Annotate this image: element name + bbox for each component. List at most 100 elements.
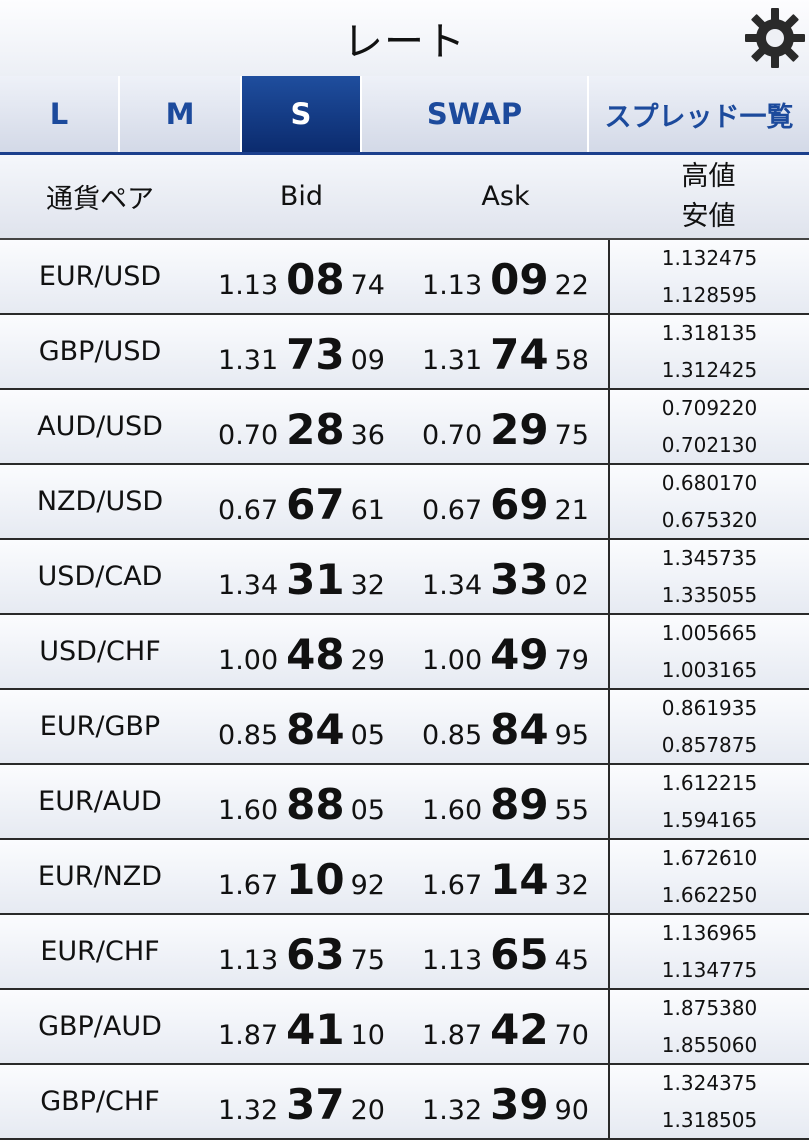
bid-price[interactable]: 1.00 48 29 [200, 615, 403, 688]
tab-m[interactable]: M [120, 76, 240, 152]
bid-price[interactable]: 1.60 88 05 [200, 765, 403, 838]
low-value: 1.855060 [661, 1032, 758, 1057]
price-suffix: 74 [350, 270, 385, 301]
ask-price-value: 0.70 29 75 [422, 399, 589, 454]
table-row[interactable]: USD/CHF 1.00 48 29 1.00 49 79 1.005665 1.003165 [0, 615, 809, 690]
low-value: 1.335055 [661, 582, 758, 607]
tab-s[interactable]: S [242, 76, 360, 152]
price-suffix: 22 [554, 270, 589, 301]
table-row[interactable]: GBP/AUD 1.87 41 10 1.87 42 70 1.875380 1.855060 [0, 990, 809, 1065]
price-prefix: 0.85 [422, 720, 483, 751]
price-pips: 31 [286, 555, 345, 604]
bid-price-value: 1.34 31 32 [218, 549, 385, 604]
price-prefix: 0.67 [422, 495, 483, 526]
price-prefix: 1.13 [422, 945, 483, 976]
high-value: 0.709220 [661, 395, 758, 420]
gear-icon[interactable] [743, 6, 807, 70]
price-pips: 65 [490, 930, 549, 979]
currency-pair: EUR/AUD [38, 786, 162, 817]
table-row[interactable]: EUR/NZD 1.67 10 92 1.67 14 32 1.672610 1.662250 [0, 840, 809, 915]
price-suffix: 05 [350, 720, 385, 751]
high-low-cell: 0.680170 0.675320 [608, 465, 809, 538]
ask-price[interactable]: 1.60 89 55 [403, 765, 608, 838]
ask-price[interactable]: 0.67 69 21 [403, 465, 608, 538]
bid-price[interactable]: 1.34 31 32 [200, 540, 403, 613]
price-suffix: 58 [554, 345, 589, 376]
bid-price-value: 1.87 41 10 [218, 999, 385, 1054]
ask-price[interactable]: 1.34 33 02 [403, 540, 608, 613]
price-prefix: 1.32 [422, 1095, 483, 1126]
high-value: 1.132475 [661, 245, 758, 270]
ask-price[interactable]: 0.70 29 75 [403, 390, 608, 463]
table-row[interactable]: NZD/USD 0.67 67 61 0.67 69 21 0.680170 0.675320 [0, 465, 809, 540]
price-prefix: 0.70 [218, 420, 279, 451]
bid-price[interactable]: 0.67 67 61 [200, 465, 403, 538]
bid-price[interactable]: 0.70 28 36 [200, 390, 403, 463]
price-prefix: 0.85 [218, 720, 279, 751]
bid-price[interactable]: 1.13 63 75 [200, 915, 403, 988]
tab-l[interactable]: L [0, 76, 118, 152]
column-bid: Bid [279, 181, 324, 212]
price-suffix: 36 [350, 420, 385, 451]
bid-price[interactable]: 1.87 41 10 [200, 990, 403, 1063]
price-prefix: 1.34 [422, 570, 483, 601]
price-pips: 08 [286, 255, 345, 304]
ask-price[interactable]: 1.00 49 79 [403, 615, 608, 688]
ask-price[interactable]: 1.31 74 58 [403, 315, 608, 388]
bid-price-value: 1.32 37 20 [218, 1074, 385, 1129]
ask-price[interactable]: 1.13 09 22 [403, 240, 608, 313]
price-pips: 28 [286, 405, 345, 454]
price-suffix: 75 [554, 420, 589, 451]
tab-spread-list[interactable]: スプレッド一覧 [589, 76, 809, 152]
bid-price[interactable]: 0.85 84 05 [200, 690, 403, 763]
currency-pair: EUR/NZD [37, 861, 163, 892]
page-title: レート [343, 19, 466, 65]
ask-price-value: 1.13 09 22 [422, 249, 589, 304]
currency-pair: NZD/USD [36, 486, 164, 517]
price-prefix: 1.60 [218, 795, 279, 826]
bid-price[interactable]: 1.32 37 20 [200, 1065, 403, 1138]
ask-price[interactable]: 1.13 65 45 [403, 915, 608, 988]
ask-price[interactable]: 1.87 42 70 [403, 990, 608, 1063]
high-low-cell: 1.612215 1.594165 [608, 765, 809, 838]
table-row[interactable]: EUR/AUD 1.60 88 05 1.60 89 55 1.612215 1.594165 [0, 765, 809, 840]
price-pips: 10 [286, 855, 345, 904]
low-value: 1.318505 [661, 1107, 758, 1132]
table-row[interactable]: AUD/USD 0.70 28 36 0.70 29 75 0.709220 0.702130 [0, 390, 809, 465]
ask-price[interactable]: 0.85 84 95 [403, 690, 608, 763]
table-row[interactable]: USD/CAD 1.34 31 32 1.34 33 02 1.345735 1.335055 [0, 540, 809, 615]
price-prefix: 1.00 [422, 645, 483, 676]
bid-price[interactable]: 1.31 73 09 [200, 315, 403, 388]
price-prefix: 1.87 [422, 1020, 483, 1051]
price-suffix: 92 [350, 870, 385, 901]
tab-label: M [165, 97, 195, 131]
table-row[interactable]: GBP/CHF 1.32 37 20 1.32 39 90 1.324375 1.318505 [0, 1065, 809, 1140]
price-prefix: 1.60 [422, 795, 483, 826]
table-row[interactable]: EUR/GBP 0.85 84 05 0.85 84 95 0.861935 0.857875 [0, 690, 809, 765]
price-pips: 37 [286, 1080, 345, 1129]
price-suffix: 29 [350, 645, 385, 676]
ask-price-value: 1.31 74 58 [422, 324, 589, 379]
tab-label: S [290, 97, 312, 131]
price-prefix: 1.67 [422, 870, 483, 901]
table-row[interactable]: GBP/USD 1.31 73 09 1.31 74 58 1.318135 1.312425 [0, 315, 809, 390]
table-row[interactable]: EUR/USD 1.13 08 74 1.13 09 22 1.132475 1.128595 [0, 240, 809, 315]
column-high: 高値 [681, 160, 736, 192]
table-row[interactable]: EUR/CHF 1.13 63 75 1.13 65 45 1.136965 1.134775 [0, 915, 809, 990]
high-value: 1.005665 [661, 620, 758, 645]
tab-label: スプレッド一覧 [604, 101, 794, 133]
price-suffix: 55 [554, 795, 589, 826]
price-prefix: 1.31 [218, 345, 279, 376]
ask-price-value: 0.85 84 95 [422, 699, 589, 754]
tab-swap[interactable]: SWAP [362, 76, 587, 152]
bid-price[interactable]: 1.13 08 74 [200, 240, 403, 313]
ask-price[interactable]: 1.32 39 90 [403, 1065, 608, 1138]
price-pips: 14 [490, 855, 549, 904]
price-pips: 42 [490, 1005, 549, 1054]
ask-price-value: 0.67 69 21 [422, 474, 589, 529]
ask-price[interactable]: 1.67 14 32 [403, 840, 608, 913]
price-pips: 73 [286, 330, 345, 379]
high-low-cell: 0.861935 0.857875 [608, 690, 809, 763]
bid-price[interactable]: 1.67 10 92 [200, 840, 403, 913]
price-suffix: 61 [350, 495, 385, 526]
